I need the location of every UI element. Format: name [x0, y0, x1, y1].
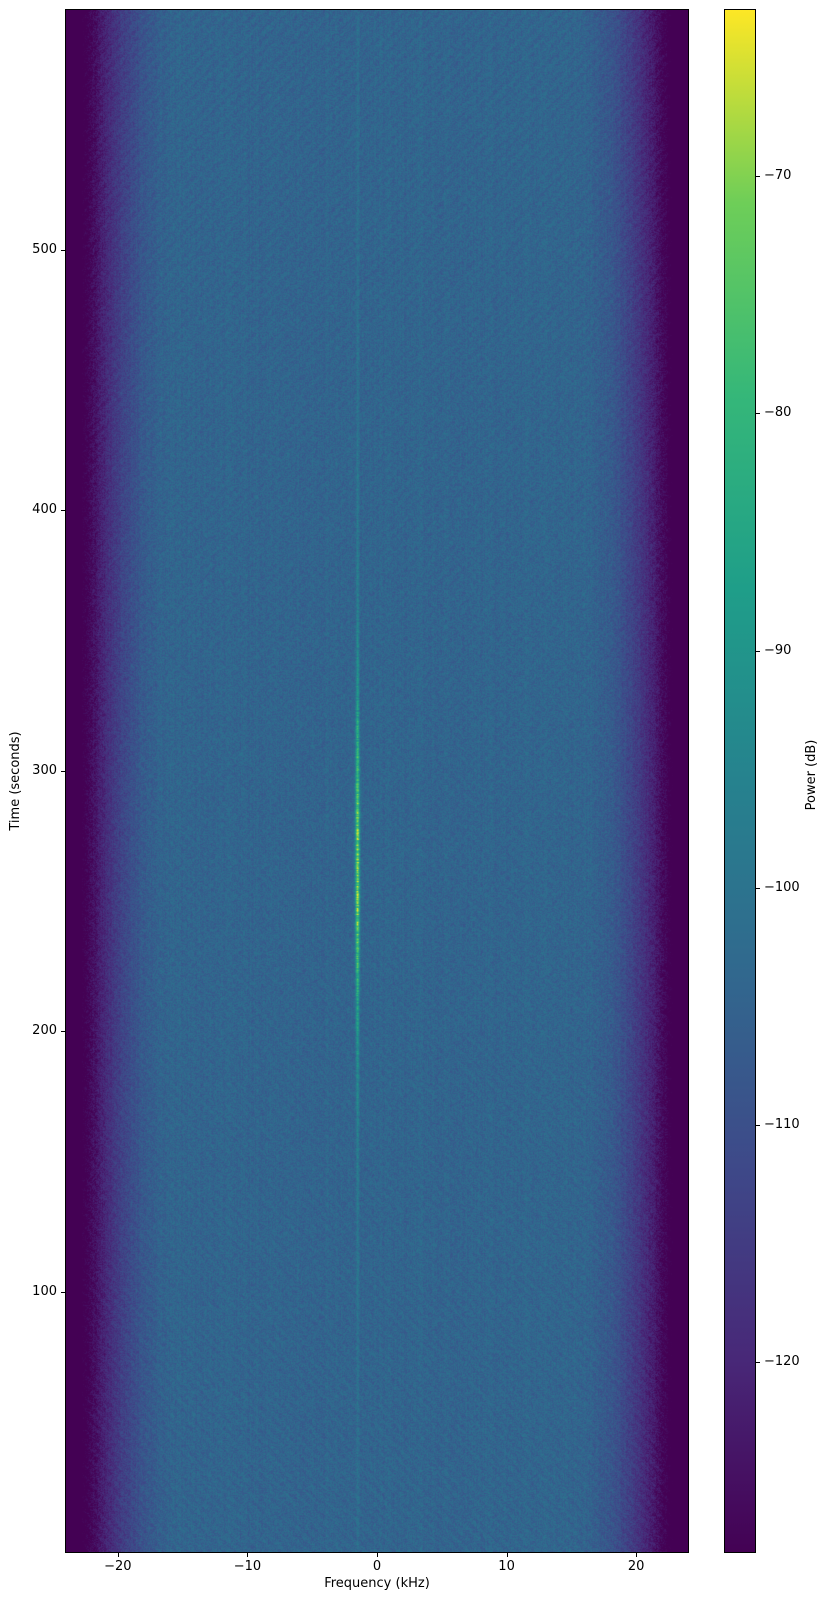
x-tick-label: −10	[233, 1559, 262, 1574]
y-tick-label: 200	[32, 1023, 57, 1039]
x-tick-mark	[636, 1553, 638, 1557]
x-axis-label: Frequency (kHz)	[324, 1576, 430, 1591]
y-tick-mark	[61, 1291, 65, 1293]
colorbar-tick-label: −90	[764, 642, 792, 658]
y-tick-mark	[61, 249, 65, 251]
x-tick-label: 10	[498, 1559, 515, 1574]
y-tick-mark	[61, 1031, 65, 1033]
x-tick-label: 20	[627, 1559, 645, 1574]
y-tick-label: 300	[32, 762, 57, 778]
y-tick-label: 400	[32, 502, 57, 518]
colorbar	[724, 9, 756, 1553]
colorbar-tick-mark	[756, 1362, 760, 1364]
colorbar-label: Power (dB)	[804, 739, 819, 811]
colorbar-tick-label: −110	[764, 1116, 800, 1132]
y-tick-label: 500	[32, 241, 57, 257]
spectrogram-heatmap	[65, 9, 689, 1553]
colorbar-tick-mark	[756, 413, 760, 415]
x-tick-label: −20	[104, 1559, 132, 1574]
colorbar-tick-label: −100	[764, 879, 800, 895]
y-tick-label: 100	[32, 1283, 57, 1299]
colorbar-tick-label: −120	[764, 1354, 800, 1370]
y-tick-mark	[61, 510, 65, 512]
colorbar-tick-mark	[756, 176, 760, 178]
colorbar-tick-mark	[756, 887, 760, 889]
y-axis-label: Time (seconds)	[8, 731, 23, 831]
x-tick-mark	[247, 1553, 249, 1557]
colorbar-tick-mark	[756, 1124, 760, 1126]
x-tick-mark	[506, 1553, 508, 1557]
colorbar-tick-label: −80	[764, 405, 792, 421]
y-tick-mark	[61, 770, 65, 772]
x-tick-label: 0	[372, 1559, 382, 1574]
x-tick-mark	[377, 1553, 378, 1557]
colorbar-tick-label: −70	[764, 168, 792, 184]
colorbar-tick-mark	[756, 650, 760, 652]
x-tick-mark	[117, 1553, 119, 1557]
